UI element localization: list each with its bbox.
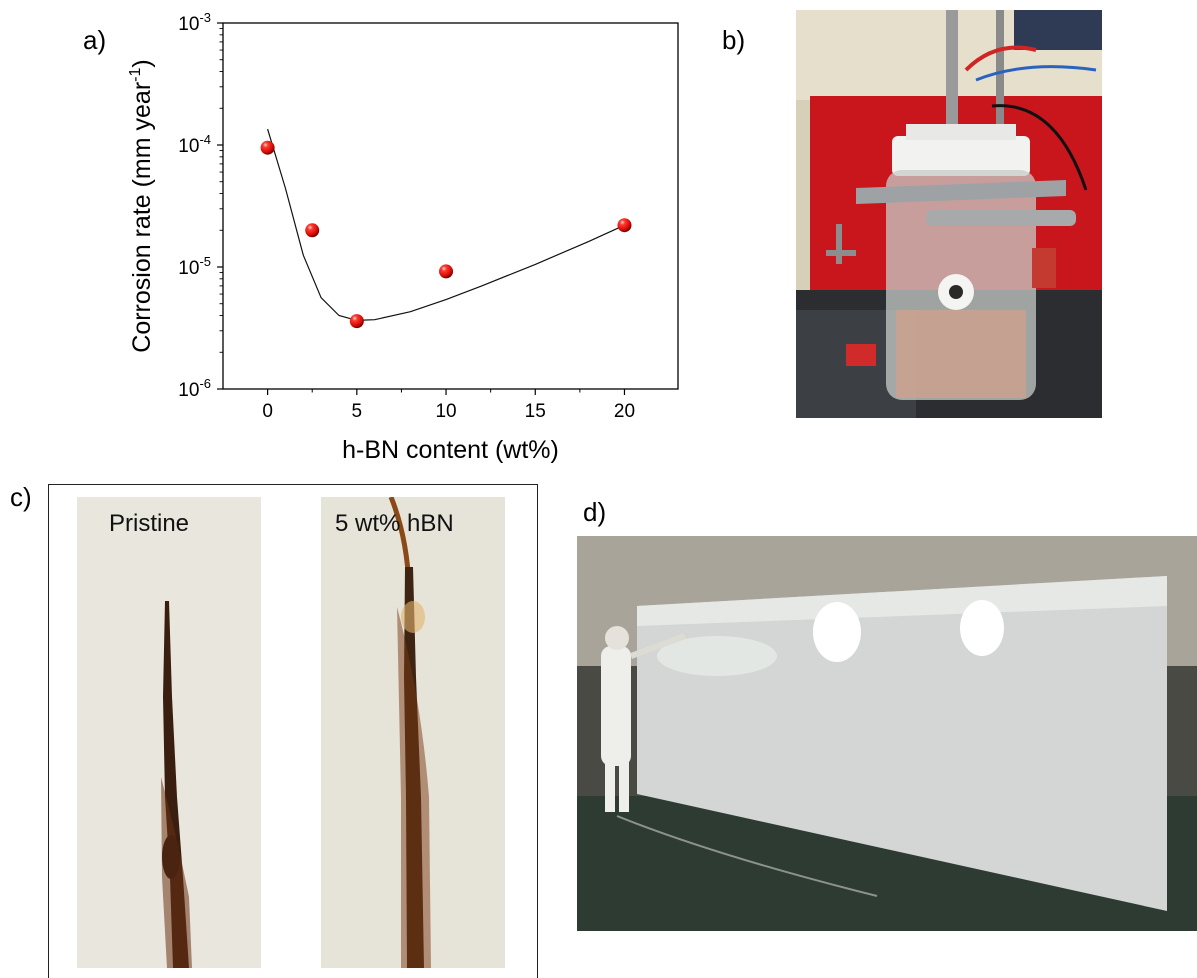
x-tick-label: 20 — [614, 401, 635, 422]
x-tick-label: 10 — [435, 401, 456, 422]
pristine-coating-photo — [77, 497, 261, 968]
chart-labels-group: 0 5 10 15 20 10-6 10-5 10-4 10-3 h-BN content (wt… — [127, 10, 635, 464]
hbn-coating-photo — [321, 497, 505, 968]
plot-frame — [222, 22, 679, 390]
panel-label-a: a) — [83, 25, 107, 55]
y-tick-label: 10-3 — [178, 10, 211, 35]
x-axis-label: h-BN content (wt%) — [342, 436, 559, 464]
y-tick-label: 10-6 — [178, 376, 211, 401]
electrochemical-cell-photo — [796, 10, 1102, 418]
x-tick-label: 5 — [352, 401, 363, 422]
panel-label-b: b) — [722, 25, 746, 55]
fit-curve-line — [267, 128, 625, 322]
panel-label-c: c) — [10, 482, 32, 512]
hbn-label: 5 wt% hBN — [335, 510, 454, 537]
fit-curve-group — [267, 128, 625, 322]
corrosion-rate-chart: 0 5 10 15 20 10-6 10-5 10-4 10-3 h-BN content (wt… — [127, 10, 679, 464]
y-axis-label: Corrosion rate (mm year-1) — [127, 59, 156, 352]
pristine-label: Pristine — [109, 510, 190, 537]
data-point — [617, 218, 632, 233]
data-point — [439, 264, 454, 279]
panel-label-d: d) — [583, 497, 607, 527]
data-points-group — [260, 140, 632, 329]
data-point — [349, 314, 364, 329]
y-tick-label: 10-4 — [178, 132, 211, 157]
y-tick-label: 10-5 — [178, 254, 211, 279]
scratch-test-frame — [48, 484, 538, 978]
spray-coating-photo — [577, 536, 1197, 931]
x-tick-label: 0 — [262, 401, 273, 422]
data-point — [260, 140, 275, 155]
data-point — [305, 223, 320, 238]
chart-axes — [217, 22, 679, 395]
x-tick-label: 15 — [525, 401, 546, 422]
